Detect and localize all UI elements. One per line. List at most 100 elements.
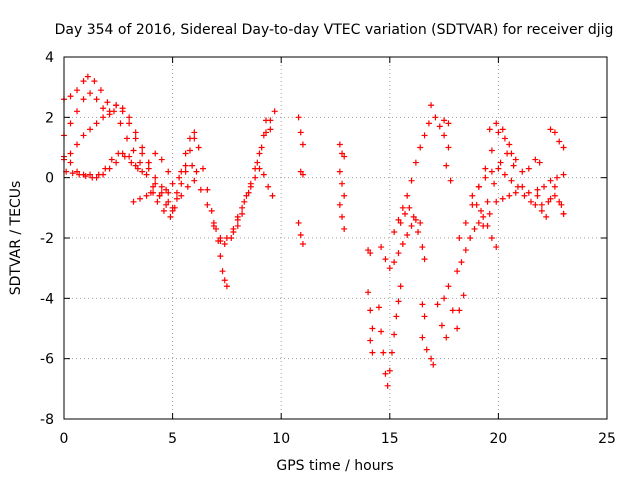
data-point [137, 159, 144, 166]
data-point [430, 361, 437, 368]
data-point [178, 180, 185, 187]
data-point [538, 201, 545, 208]
data-point [152, 174, 159, 181]
data-point [367, 250, 374, 257]
data-point [260, 171, 267, 178]
y-tick-label: -8 [40, 412, 54, 428]
data-point [495, 165, 502, 172]
data-point [399, 204, 406, 211]
series-track-25 [480, 183, 567, 229]
data-point [74, 168, 81, 175]
data-point [74, 87, 81, 94]
data-point [527, 198, 534, 205]
data-point [395, 250, 402, 257]
data-point [67, 120, 74, 127]
data-point [395, 298, 402, 305]
series-track-15 [375, 283, 404, 389]
data-marks [61, 73, 567, 389]
data-point [265, 183, 272, 190]
data-point [384, 382, 391, 389]
data-point [339, 213, 346, 220]
data-point [421, 313, 428, 320]
series-track-12 [295, 114, 306, 248]
data-point [395, 216, 402, 223]
data-point [147, 189, 154, 196]
data-point [443, 334, 450, 341]
data-point [163, 201, 170, 208]
data-point [480, 213, 487, 220]
series-track-11 [239, 117, 274, 217]
data-point [423, 346, 430, 353]
data-point [295, 219, 302, 226]
data-point [408, 222, 415, 229]
data-point [491, 180, 498, 187]
data-point [121, 153, 128, 160]
data-point [191, 177, 198, 184]
data-point [208, 207, 215, 214]
data-point [467, 235, 474, 241]
data-point [217, 253, 224, 260]
data-point [74, 141, 81, 148]
data-point [482, 174, 489, 181]
data-point [204, 201, 211, 208]
data-point [256, 150, 263, 157]
data-point [493, 244, 500, 251]
data-point [106, 108, 113, 115]
data-point [404, 192, 411, 199]
y-axis-label: SDTVAR / TECUs [8, 181, 24, 296]
data-point [551, 183, 558, 190]
series-track-20 [428, 102, 454, 184]
data-point [504, 150, 511, 157]
data-point [341, 153, 348, 160]
data-point [493, 198, 500, 205]
data-point [486, 126, 493, 133]
series-track-21 [434, 283, 467, 341]
data-point [132, 162, 139, 169]
series-track-16 [378, 216, 424, 272]
y-tick-label: -6 [40, 352, 54, 368]
data-point [243, 192, 250, 199]
data-point [134, 165, 141, 172]
series-track-2 [61, 90, 198, 211]
data-point [397, 219, 404, 226]
data-point [445, 144, 452, 151]
data-point [247, 180, 254, 187]
data-point [412, 159, 419, 166]
x-tick-label: 25 [598, 431, 616, 447]
data-point [269, 192, 276, 199]
data-point [386, 265, 393, 272]
data-point [445, 283, 452, 290]
data-point [543, 213, 550, 220]
data-point [145, 159, 152, 166]
data-point [80, 78, 87, 85]
x-tick-label: 0 [60, 431, 69, 447]
data-point [339, 150, 346, 157]
data-point [532, 201, 539, 208]
data-point [152, 180, 159, 187]
data-point [191, 129, 198, 136]
data-point [158, 156, 165, 163]
data-point [538, 207, 545, 214]
data-point [113, 159, 120, 166]
y-tick-label: 2 [45, 110, 54, 126]
data-point [341, 225, 348, 232]
data-point [152, 150, 159, 157]
data-point [369, 349, 376, 356]
data-point [449, 307, 456, 314]
series-track-9 [223, 165, 276, 241]
data-point [186, 135, 193, 142]
data-point [143, 171, 150, 178]
series-track-24 [469, 165, 567, 205]
data-point [428, 355, 435, 362]
data-point [519, 183, 526, 190]
data-point [145, 165, 152, 172]
data-point [154, 198, 161, 205]
series-track-10 [230, 108, 278, 235]
data-point [469, 192, 476, 199]
data-point [488, 235, 495, 241]
data-point [488, 147, 495, 154]
data-point [252, 174, 259, 181]
data-point [182, 168, 189, 175]
y-tick-label: 4 [45, 50, 54, 66]
data-point [84, 73, 91, 80]
